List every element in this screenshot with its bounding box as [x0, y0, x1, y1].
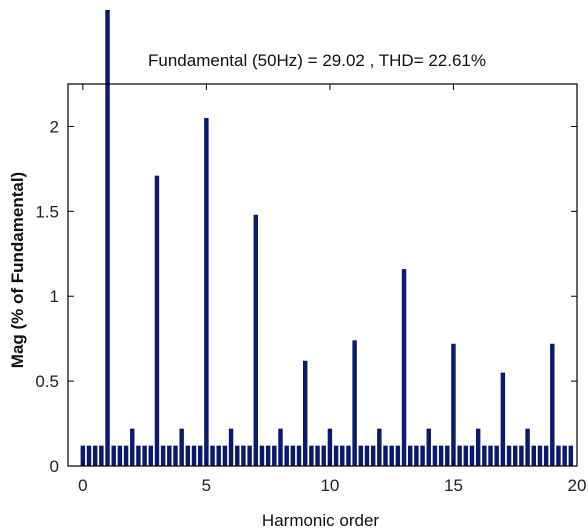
bar-38 — [315, 445, 320, 466]
bar-3 — [99, 445, 104, 466]
bar-6 — [117, 445, 123, 466]
bar-56 — [426, 428, 431, 466]
bar-42 — [340, 445, 345, 466]
bar-78 — [562, 445, 567, 466]
bar-71 — [519, 445, 524, 466]
bar-75 — [543, 445, 549, 466]
bar-35 — [296, 445, 302, 466]
bar-30 — [265, 445, 271, 466]
bar-13 — [160, 445, 166, 466]
bar-10 — [142, 445, 147, 466]
bar-57 — [432, 445, 438, 466]
bar-19 — [197, 445, 203, 466]
bar-61 — [457, 445, 462, 466]
bar-59 — [445, 445, 450, 466]
bar-4 — [105, 10, 110, 466]
bar-15 — [173, 445, 178, 466]
bar-27 — [247, 445, 252, 466]
bar-46 — [364, 445, 370, 466]
bar-73 — [531, 445, 536, 466]
y-tick-label: 1.5 — [35, 202, 59, 221]
bar-54 — [414, 445, 419, 466]
y-tick-label: 0.5 — [35, 372, 59, 391]
bar-37 — [309, 445, 314, 466]
plot-frame — [67, 83, 578, 467]
bar-31 — [272, 445, 277, 466]
bar-47 — [370, 445, 376, 466]
bar-8 — [130, 428, 135, 466]
bar-21 — [210, 445, 215, 466]
bar-7 — [123, 445, 129, 466]
bar-67 — [494, 445, 499, 466]
bar-70 — [513, 445, 518, 466]
y-axis-label: Mag (% of Fundamental) — [8, 172, 27, 368]
x-tick-label: 5 — [202, 476, 211, 495]
bar-62 — [463, 445, 469, 466]
bar-76 — [550, 343, 555, 466]
bar-24 — [228, 428, 234, 466]
bar-58 — [438, 445, 444, 466]
bar-44 — [352, 340, 357, 466]
bar-9 — [136, 445, 141, 466]
bar-20 — [204, 117, 209, 467]
x-axis-label: Harmonic order — [262, 511, 379, 530]
bar-68 — [500, 372, 506, 466]
bar-1 — [86, 445, 92, 466]
bar-26 — [241, 445, 246, 466]
bar-28 — [253, 214, 259, 466]
bar-45 — [358, 445, 364, 466]
bar-22 — [216, 445, 221, 466]
ticks-group: 0 5 10 15 20 0 0.5 1 1.5 2 — [35, 84, 586, 495]
x-tick-label: 15 — [444, 476, 463, 495]
x-tick-label: 20 — [568, 476, 587, 495]
bar-14 — [167, 445, 172, 466]
bar-51 — [395, 445, 401, 466]
bar-52 — [401, 269, 407, 466]
bars-group — [80, 10, 574, 467]
bar-66 — [488, 445, 493, 466]
bar-64 — [475, 428, 481, 466]
bar-39 — [321, 445, 326, 466]
bar-74 — [537, 445, 543, 466]
bar-18 — [191, 445, 197, 466]
bar-65 — [482, 445, 487, 466]
bar-43 — [346, 445, 351, 466]
bar-49 — [383, 445, 388, 466]
bar-77 — [556, 445, 561, 466]
bar-40 — [327, 428, 333, 466]
bar-5 — [111, 445, 116, 466]
bar-25 — [235, 445, 240, 466]
y-tick-label: 1 — [50, 287, 59, 306]
x-tick-label: 0 — [78, 476, 87, 495]
bar-48 — [377, 428, 382, 466]
bar-2 — [92, 445, 98, 466]
bar-33 — [284, 445, 289, 466]
bar-17 — [185, 445, 191, 466]
bar-60 — [451, 343, 456, 466]
bar-69 — [506, 445, 512, 466]
bar-32 — [278, 428, 283, 466]
y-tick-label: 2 — [50, 117, 59, 136]
bar-23 — [222, 445, 228, 466]
bar-0 — [80, 445, 86, 466]
y-tick-label: 0 — [50, 457, 59, 476]
bar-12 — [154, 175, 160, 466]
bar-34 — [290, 445, 296, 466]
bar-29 — [259, 445, 265, 466]
chart-title: Fundamental (50Hz) = 29.02 , THD= 22.61% — [148, 51, 486, 70]
bar-53 — [407, 445, 413, 466]
bar-50 — [389, 445, 394, 466]
bar-16 — [179, 428, 184, 466]
bar-11 — [148, 445, 153, 466]
x-tick-label: 10 — [320, 476, 339, 495]
bar-72 — [525, 428, 530, 466]
bar-41 — [333, 445, 339, 466]
bar-36 — [302, 360, 308, 466]
bar-79 — [568, 445, 574, 466]
bar-55 — [420, 445, 425, 466]
bar-63 — [469, 445, 475, 466]
